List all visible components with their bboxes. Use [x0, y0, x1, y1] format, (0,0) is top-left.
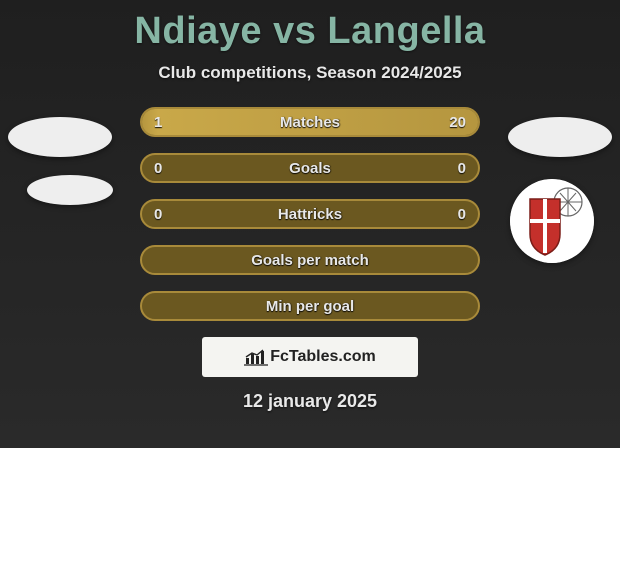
team-badge-icon — [510, 179, 594, 263]
stat-value-right: 0 — [458, 201, 466, 227]
stat-row-matches: 1 Matches 20 — [140, 107, 480, 137]
player1-team-badge — [27, 175, 113, 205]
stat-label: Hattricks — [142, 201, 478, 227]
site-logo[interactable]: FcTables.com — [202, 337, 418, 377]
player2-avatar — [508, 117, 612, 157]
comparison-card: Ndiaye vs Langella Club competitions, Se… — [0, 0, 620, 448]
stat-value-right: 0 — [458, 155, 466, 181]
stat-value-right: 20 — [449, 109, 466, 135]
player1-avatar — [8, 117, 112, 157]
stats-container: 1 Matches 20 0 Goals 0 0 Hattricks 0 Goa… — [140, 107, 480, 321]
subtitle: Club competitions, Season 2024/2025 — [0, 63, 620, 83]
stat-label: Goals per match — [142, 247, 478, 273]
stat-label: Matches — [142, 109, 478, 135]
chart-icon — [244, 348, 268, 366]
snapshot-date: 12 january 2025 — [0, 391, 620, 412]
stat-row-goals: 0 Goals 0 — [140, 153, 480, 183]
site-logo-inner: FcTables.com — [244, 348, 376, 366]
site-logo-text: FcTables.com — [270, 348, 376, 366]
stat-row-hattricks: 0 Hattricks 0 — [140, 199, 480, 229]
player2-team-badge — [510, 179, 594, 263]
stat-label: Goals — [142, 155, 478, 181]
page-title: Ndiaye vs Langella — [0, 0, 620, 53]
stat-row-min-per-goal: Min per goal — [140, 291, 480, 321]
stat-label: Min per goal — [142, 293, 478, 319]
stat-row-goals-per-match: Goals per match — [140, 245, 480, 275]
